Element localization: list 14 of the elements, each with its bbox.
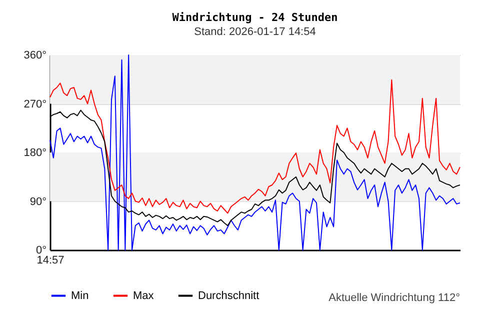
line-series xyxy=(50,79,460,214)
y-tick-label: 0° xyxy=(36,244,46,256)
legend-label: Max xyxy=(133,290,154,302)
text: Aktuelle Windrichtung 112° xyxy=(328,292,460,304)
legend-label: Min xyxy=(71,290,89,302)
y-tick-label: 360° xyxy=(24,50,46,62)
legend-label: Durchschnitt xyxy=(198,290,260,302)
chart-title: Windrichtung - 24 Stunden xyxy=(172,11,338,24)
chart-subtitle: Stand: 2026-01-17 14:54 xyxy=(194,26,316,38)
y-tick-label: 180° xyxy=(24,147,46,159)
y-tick-label: 270° xyxy=(24,98,46,110)
x-tick-label: 14:57 xyxy=(36,254,64,266)
line-series xyxy=(50,54,460,250)
y-tick-label: 90° xyxy=(30,196,46,208)
